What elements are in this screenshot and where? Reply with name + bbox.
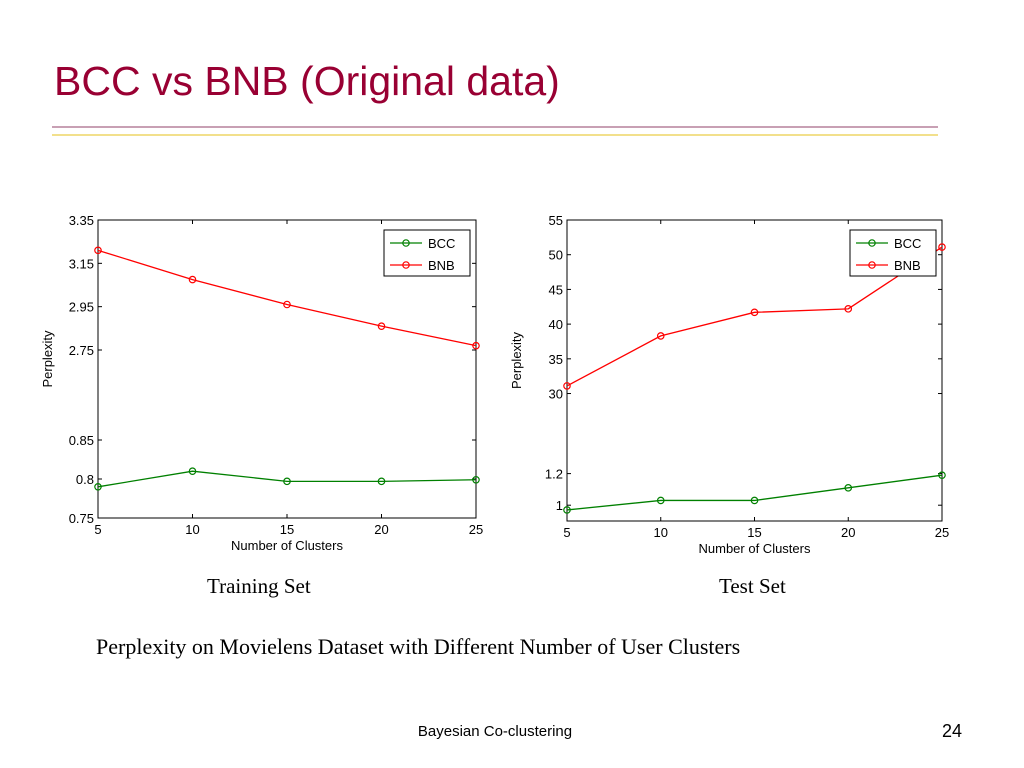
- bcc-data-point: [283, 477, 291, 486]
- y-tick-label: 55: [549, 213, 563, 228]
- y-tick-label: 0.75: [69, 511, 94, 526]
- y-tick-label: 3.35: [69, 213, 94, 228]
- x-axis-label: Number of Clusters: [699, 541, 811, 556]
- bnb-data-point: [938, 243, 946, 251]
- legend-bcc-label: BCC: [428, 236, 455, 251]
- figure-caption: Perplexity on Movielens Dataset with Dif…: [96, 634, 741, 659]
- legend-box: [849, 229, 937, 277]
- footer-text: Bayesian Co-clustering: [417, 723, 573, 740]
- bcc-data-point: [938, 471, 946, 479]
- title-divider: [52, 126, 938, 128]
- legend-bcc-marker: [868, 239, 876, 247]
- y-axis-label: Perplexity: [509, 331, 524, 389]
- y-tick-label: 35: [549, 352, 563, 367]
- bnb-data-point: [377, 322, 386, 330]
- bnb-data-point: [844, 305, 853, 313]
- page-number: 24: [941, 721, 962, 741]
- y-tick-label: 30: [549, 387, 563, 402]
- slide-title: BCC vs BNB (Original data): [54, 58, 560, 104]
- bnb-data-point: [472, 341, 480, 350]
- title-divider-secondary: [52, 134, 938, 136]
- y-axis-label: Perplexity: [40, 330, 55, 388]
- x-tick-label: 5: [94, 522, 101, 537]
- bnb-series-line: [566, 246, 943, 387]
- bcc-data-point: [563, 506, 571, 514]
- y-tick-label: 50: [549, 248, 563, 263]
- legend-bnb-marker: [402, 261, 410, 269]
- legend-bnb-label: BNB: [428, 258, 455, 273]
- test-set-chart: 5 10 15 20 25 1 1.2 30 35 40 45 50 55 Number of Clust…: [509, 213, 949, 556]
- legend-bcc-marker: [402, 239, 410, 247]
- x-tick-label: 10: [185, 522, 199, 537]
- x-tick-label: 15: [747, 525, 761, 540]
- bcc-data-point: [188, 467, 197, 476]
- bnb-data-point: [283, 300, 291, 309]
- x-axis-label: Number of Clusters: [231, 538, 343, 553]
- y-tick-label: 2.95: [69, 300, 94, 315]
- y-tick-label: 40: [549, 317, 563, 332]
- bcc-data-point: [750, 496, 759, 505]
- x-tick-label: 25: [469, 522, 483, 537]
- bnb-data-point: [94, 246, 102, 255]
- training-set-chart: 5 10 15 20 25 0.75 0.8 0.85 2.75 2.95 3.15 3.35 Numb…: [40, 213, 483, 553]
- x-tick-label: 5: [563, 525, 570, 540]
- legend-bcc-label: BCC: [894, 236, 921, 251]
- test-set-caption: Test Set: [719, 574, 786, 598]
- bnb-data-point: [750, 308, 759, 317]
- y-tick-label: 2.75: [69, 343, 94, 358]
- training-set-caption: Training Set: [207, 574, 311, 598]
- bnb-data-point: [563, 382, 571, 390]
- bcc-data-point: [844, 484, 853, 492]
- bnb-data-point: [656, 332, 665, 340]
- x-tick-label: 25: [935, 525, 949, 540]
- x-tick-label: 15: [280, 522, 294, 537]
- legend-box: [383, 229, 471, 277]
- bnb-series-line: [97, 249, 477, 347]
- bcc-series-line: [566, 474, 943, 511]
- bcc-series-line: [97, 470, 477, 488]
- x-tick-label: 20: [374, 522, 388, 537]
- legend-bnb-label: BNB: [894, 258, 921, 273]
- bcc-data-point: [656, 496, 665, 505]
- y-tick-label: 0.85: [69, 433, 94, 448]
- y-tick-label: 0.8: [76, 472, 94, 487]
- bcc-data-point: [472, 475, 480, 484]
- y-tick-label: 3.15: [69, 256, 94, 271]
- bnb-data-point: [188, 275, 197, 284]
- y-tick-label: 45: [549, 282, 563, 297]
- y-tick-label: 1: [556, 498, 563, 513]
- x-tick-label: 20: [841, 525, 855, 540]
- bcc-data-point: [94, 482, 102, 491]
- y-tick-label: 1.2: [545, 467, 563, 482]
- bcc-data-point: [377, 477, 386, 486]
- legend-bnb-marker: [868, 261, 876, 269]
- x-tick-label: 10: [654, 525, 668, 540]
